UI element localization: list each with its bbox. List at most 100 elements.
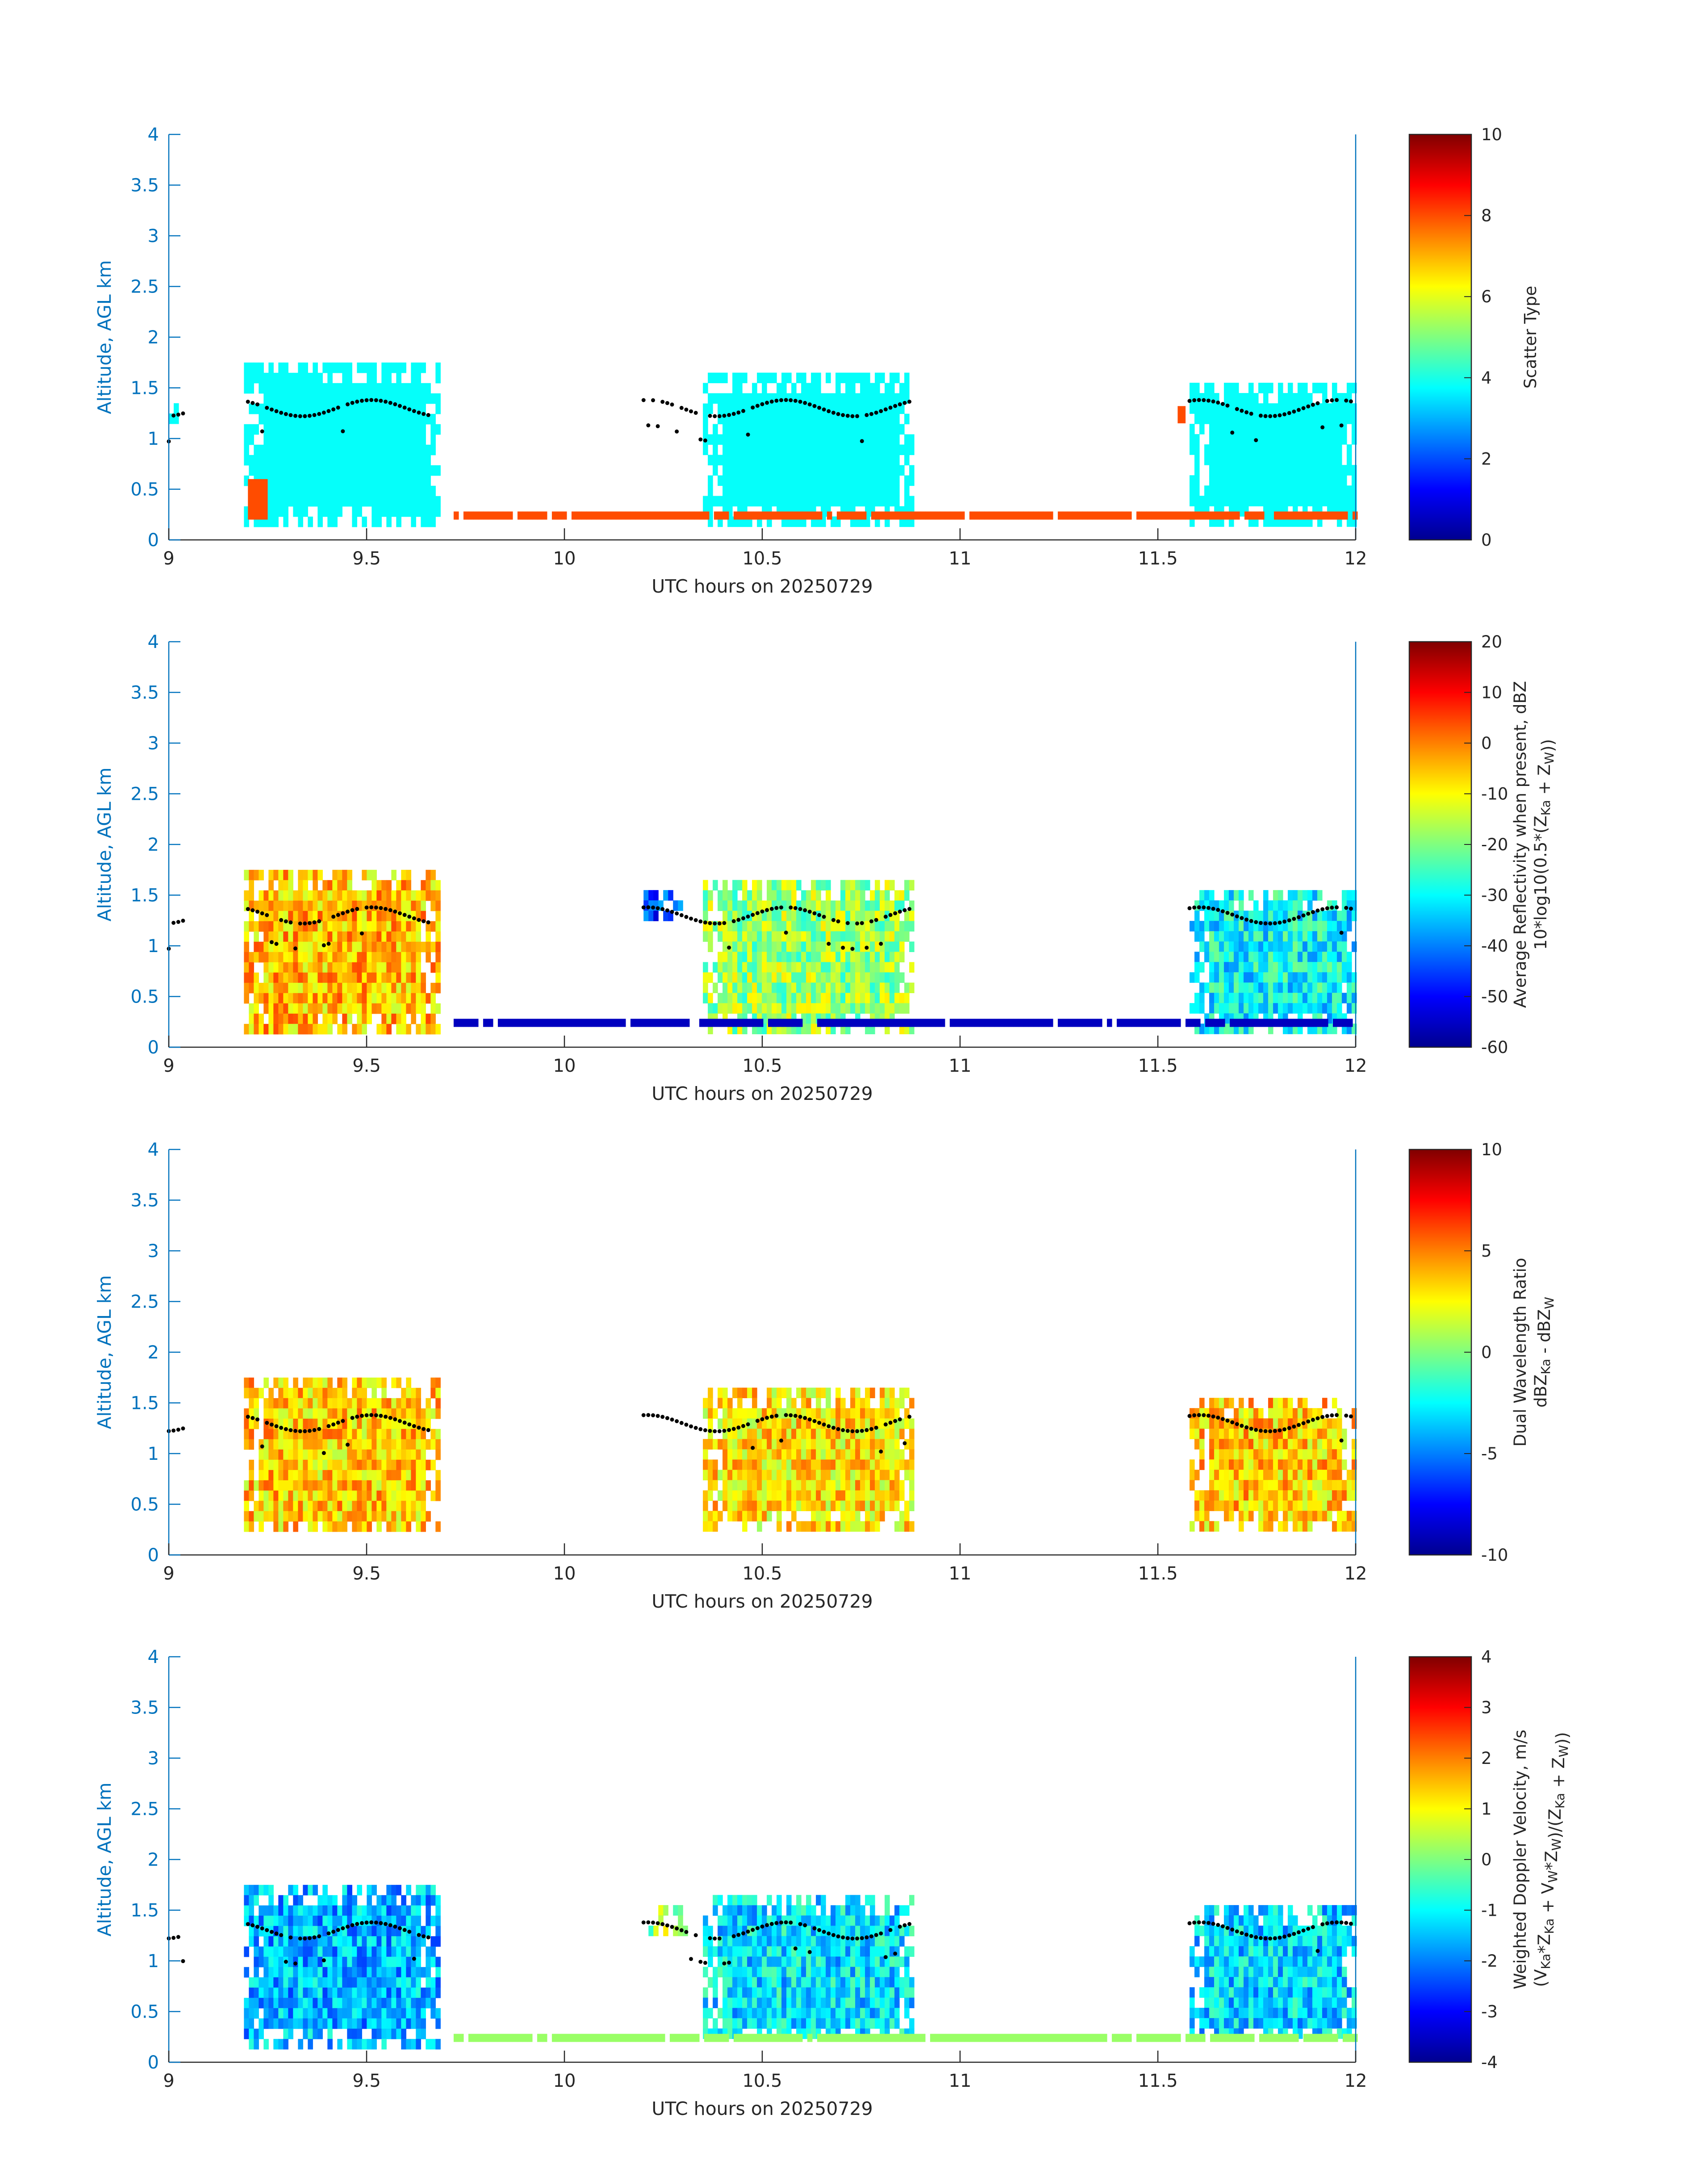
data-cell [357, 403, 362, 414]
data-cell [391, 972, 397, 983]
data-cell [1194, 1470, 1200, 1480]
data-cell [342, 496, 347, 507]
data-cell [372, 972, 377, 983]
data-cell [708, 1024, 713, 1034]
data-cell [772, 972, 777, 983]
data-cell [791, 1013, 797, 1024]
data-cell [303, 1387, 308, 1399]
data-cell [777, 1398, 782, 1408]
data-cell [752, 1003, 757, 1014]
data-cell [821, 972, 826, 983]
data-cell [909, 434, 915, 445]
data-cell [376, 993, 382, 1004]
data-cell [1238, 1429, 1244, 1439]
data-cell [821, 952, 826, 962]
data-cell [781, 1429, 787, 1439]
data-cell [347, 424, 352, 435]
data-cell [880, 1459, 885, 1470]
data-cell [386, 485, 392, 497]
dot [422, 412, 426, 416]
data-cell [268, 1449, 274, 1460]
data-cell [850, 444, 856, 455]
data-cell [1224, 424, 1229, 435]
data-cell [303, 890, 308, 901]
data-cell [703, 962, 708, 973]
dot [171, 414, 176, 418]
data-cell [288, 972, 293, 983]
data-cell [875, 444, 880, 455]
data-cell [259, 941, 264, 953]
data-cell [259, 1470, 264, 1481]
data-cell [430, 1459, 436, 1471]
data-cell [381, 444, 387, 455]
data-cell [821, 931, 826, 942]
data-cell [293, 403, 298, 414]
data-cell [249, 1429, 254, 1440]
data-cell [1238, 993, 1244, 1003]
data-cell [1307, 972, 1313, 983]
data-cell [352, 506, 357, 517]
data-cell [416, 475, 421, 486]
data-cell [806, 1387, 811, 1398]
data-cell [840, 1013, 846, 1024]
data-cell [244, 1418, 249, 1429]
data-cell [875, 900, 880, 911]
data-cell [1219, 1024, 1224, 1034]
data-cell [367, 414, 372, 425]
data-cell [816, 962, 821, 973]
data-cell [880, 1408, 885, 1419]
data-cell [1238, 900, 1244, 911]
data-cell [367, 900, 372, 911]
data-cell [268, 506, 274, 517]
surface-cell [1200, 511, 1206, 520]
data-cell [268, 941, 274, 953]
data-cell [416, 383, 421, 394]
data-cell [885, 1408, 890, 1419]
data-cell [288, 993, 293, 1004]
dot [656, 906, 660, 911]
data-cell [737, 952, 743, 962]
data-cell [722, 952, 728, 962]
data-cell [1219, 972, 1224, 983]
surface-cell [1107, 1019, 1112, 1027]
data-cell [806, 1408, 811, 1419]
data-cell [1268, 972, 1274, 983]
data-cell [367, 1398, 372, 1409]
data-cell [772, 1418, 777, 1429]
data-cell [381, 1500, 387, 1512]
data-cell [278, 921, 284, 932]
data-cell [278, 1398, 284, 1409]
surface-cell [1097, 511, 1102, 520]
data-cell [244, 1024, 249, 1035]
data-cell [777, 1459, 782, 1470]
dot [288, 920, 293, 925]
data-cell [757, 1429, 762, 1439]
data-cell [249, 921, 254, 932]
dot [741, 409, 745, 413]
data-cell [362, 900, 367, 911]
data-cell [1268, 434, 1274, 445]
data-cell [322, 890, 328, 901]
surface-cell [871, 511, 877, 520]
data-cell [703, 921, 708, 932]
dot [869, 919, 873, 923]
data-cell [1332, 424, 1337, 435]
data-cell [1351, 900, 1357, 911]
data-cell [317, 900, 323, 911]
data-cell [1332, 921, 1337, 932]
data-cell [406, 921, 411, 932]
data-cell [880, 962, 885, 973]
data-cell [643, 900, 649, 911]
data-cell [762, 1408, 767, 1419]
x-tick-label: 10.5 [742, 1056, 782, 1076]
surface-cell [856, 511, 862, 520]
data-cell [1292, 982, 1298, 993]
data-cell [1282, 921, 1288, 932]
data-cell [278, 372, 284, 384]
data-cell [865, 1418, 870, 1429]
surface-cell [1038, 511, 1044, 520]
surface-cell [777, 1019, 783, 1027]
dot [1339, 931, 1344, 935]
dot [384, 399, 388, 404]
data-cell [855, 1521, 860, 1532]
